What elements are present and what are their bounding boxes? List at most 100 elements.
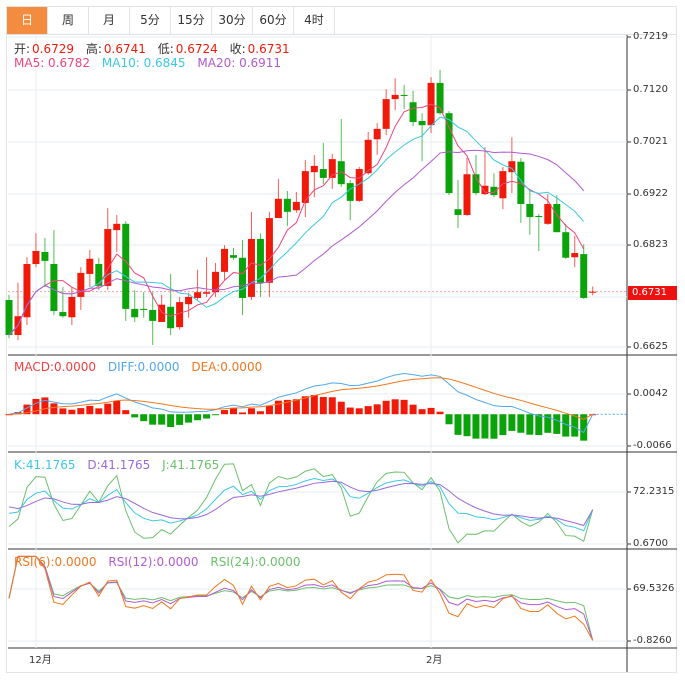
candle-body — [454, 209, 462, 215]
macd-bar — [571, 414, 579, 437]
candle-body — [95, 264, 103, 286]
macd-bar — [131, 414, 139, 418]
candle-body — [445, 113, 453, 194]
price-tick: 0.6823 — [633, 239, 668, 250]
candle-body — [68, 296, 76, 318]
macd-bar — [194, 414, 202, 421]
macd-bar — [230, 408, 237, 415]
candle-body — [158, 304, 166, 322]
low-value: 0.6724 — [175, 42, 218, 56]
macd-value: MACD:0.0000 — [14, 360, 97, 374]
macd-bar — [104, 403, 112, 415]
macd-bar — [463, 414, 471, 437]
macd-bar — [158, 414, 166, 425]
macd-bar — [185, 414, 193, 423]
tab-4hour[interactable]: 4时 — [294, 7, 335, 34]
tab-15min[interactable]: 15分 — [171, 7, 212, 34]
candle-body — [472, 174, 480, 194]
macd-bar — [517, 414, 525, 433]
rsi-tick: -0.8260 — [633, 635, 672, 646]
price-tick: 0.7021 — [633, 136, 668, 147]
candle-body — [131, 308, 139, 318]
dea-line — [8, 377, 593, 420]
macd-bar — [86, 405, 94, 415]
candle-body — [373, 128, 381, 140]
macd-bar — [274, 400, 282, 415]
open-value: 0.6729 — [32, 42, 75, 56]
tab-week[interactable]: 周 — [48, 7, 89, 34]
macd-bar — [409, 404, 417, 415]
tab-day[interactable]: 日 — [7, 7, 48, 34]
candle-body — [544, 204, 552, 224]
macd-bar — [553, 414, 561, 434]
candle-body — [517, 161, 525, 205]
rsi6-line — [8, 555, 594, 641]
high-value: 0.6741 — [103, 42, 146, 56]
candle-body — [310, 165, 318, 173]
macd-bar — [167, 414, 175, 428]
macd-bar — [382, 400, 390, 415]
tab-month[interactable]: 月 — [89, 7, 130, 34]
candle-body — [185, 296, 193, 305]
candle-body — [59, 312, 67, 317]
tab-30min[interactable]: 30分 — [212, 7, 253, 34]
tab-60min[interactable]: 60分 — [253, 7, 294, 34]
macd-bar — [580, 414, 588, 441]
macd-bar — [95, 408, 103, 415]
ma5-line — [8, 103, 585, 336]
date-label-dec: 12月 — [29, 655, 52, 666]
candle-body — [274, 198, 282, 219]
macd-bar — [32, 398, 40, 415]
macd-tick: -0.0066 — [633, 440, 672, 451]
rsi6-value: RSI(6):0.0000 — [14, 555, 97, 569]
macd-bar — [355, 408, 363, 415]
candle-body — [194, 292, 202, 298]
candle-body — [203, 292, 211, 294]
candle-body — [23, 264, 31, 318]
price-tick: 0.6922 — [633, 188, 668, 199]
candle-body — [77, 272, 85, 297]
low-label: 低: — [157, 42, 174, 56]
candle-body — [409, 102, 417, 123]
ma-legend: MA5: 0.6782 MA10: 0.6845 MA20: 0.6911 — [14, 56, 283, 70]
macd-bar — [176, 414, 184, 425]
candle-body — [364, 139, 372, 174]
tab-5min[interactable]: 5分 — [130, 7, 171, 34]
ma20-value: MA20: 0.6911 — [197, 56, 282, 70]
j-line — [8, 463, 594, 544]
macd-bar — [292, 399, 300, 415]
macd-bar — [23, 404, 31, 415]
candle-body — [418, 121, 426, 126]
macd-bar — [535, 414, 543, 436]
dea-value: DEA:0.0000 — [191, 360, 263, 374]
macd-bar — [391, 399, 399, 415]
candle-body — [283, 198, 291, 212]
macd-bar — [373, 404, 381, 415]
macd-bar — [265, 405, 273, 415]
candle-body — [247, 238, 255, 297]
macd-bar — [149, 414, 157, 425]
candle-body — [5, 300, 13, 335]
candle-body — [265, 218, 273, 283]
macd-bar — [562, 414, 570, 437]
candle-body — [140, 308, 148, 310]
macd-bar — [140, 414, 148, 422]
candle-body — [400, 94, 408, 96]
j-value: J:41.1765 — [162, 458, 220, 472]
candle-body — [41, 252, 49, 261]
macd-bar — [41, 397, 49, 415]
macd-bar — [77, 408, 85, 415]
open-label: 开: — [14, 42, 31, 56]
macd-bar — [221, 410, 229, 415]
close-label: 收: — [229, 42, 246, 56]
k-value: K:41.1765 — [14, 458, 76, 472]
ma10-line — [8, 116, 585, 336]
candle-body — [562, 232, 570, 258]
candle-body — [535, 216, 543, 218]
candle-body — [212, 271, 220, 293]
macd-bar — [283, 399, 291, 415]
macd-bar — [436, 411, 444, 415]
candle-body — [589, 291, 597, 293]
price-tick: 0.7219 — [633, 31, 668, 42]
